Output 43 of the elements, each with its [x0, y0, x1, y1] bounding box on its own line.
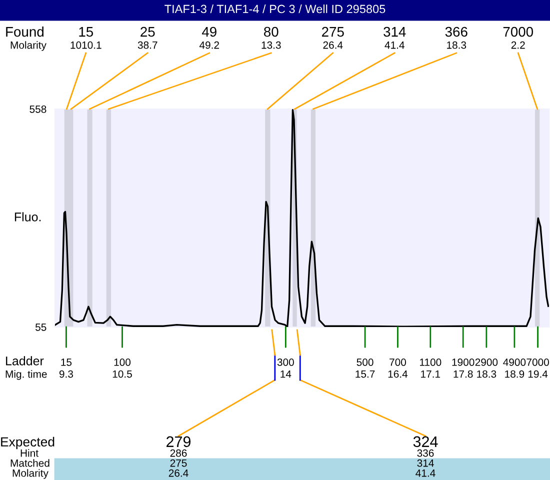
annotation: 1900 [452, 358, 474, 366]
chart-title: TIAF1-3 / TIAF1-4 / PC 3 / Well ID 295805 [164, 4, 386, 14]
annotation: 324 336 314 41.4 [413, 436, 438, 477]
x-tick-label: 9.3 [59, 370, 73, 378]
x-tick-label: 16.4 [388, 370, 408, 378]
annotation: 4900 [503, 358, 526, 366]
annotation: 300 [277, 358, 294, 366]
band-label: 275 26.4 [322, 26, 344, 49]
band-label: 80 13.3 [262, 26, 281, 49]
line-series [55, 109, 549, 327]
annotation: 279 286 275 26.4 [166, 436, 191, 477]
band-label: 49 49.2 [199, 26, 219, 49]
text: Matched [10, 459, 50, 467]
annotation: 100 [114, 358, 131, 366]
text: Mig. time [6, 370, 47, 380]
band-label: 366 18.3 [445, 26, 468, 49]
x-tick-label: 15.7 [356, 370, 375, 378]
x-tick-label: 18.9 [505, 370, 524, 378]
annotation: 700 [390, 358, 406, 366]
text: Hint [20, 449, 38, 457]
x-tick-label: 10.5 [112, 370, 132, 378]
band-label: 314 41.4 [384, 26, 406, 49]
x-tick-label: 17.1 [421, 370, 440, 378]
band-label: 15 1010.1 [70, 27, 102, 49]
text: Found [6, 26, 44, 37]
annotation: 500 [356, 358, 374, 366]
annotation: 2900 [475, 358, 498, 366]
annotation: 1100 [420, 358, 442, 366]
x-tick-label: 17.8 [454, 370, 473, 378]
text: Molarity [10, 41, 46, 51]
band-label: 7000 2.2 [503, 26, 534, 49]
y-tick-label: 55 [36, 324, 46, 331]
x-tick-label: 14 [280, 370, 292, 378]
band-label: 25 38.7 [138, 26, 158, 49]
text: Molarity [12, 469, 48, 479]
annotation: 7000 [526, 358, 549, 366]
y-axis-title: Fluo. [14, 212, 41, 222]
y-tick-label: 558 [30, 106, 46, 113]
text: Ladder [6, 356, 44, 366]
x-tick-label: 19.4 [528, 370, 548, 378]
text: Expected [1, 436, 54, 450]
x-tick-label: 18.3 [477, 370, 496, 378]
annotation: 15 [61, 358, 72, 366]
